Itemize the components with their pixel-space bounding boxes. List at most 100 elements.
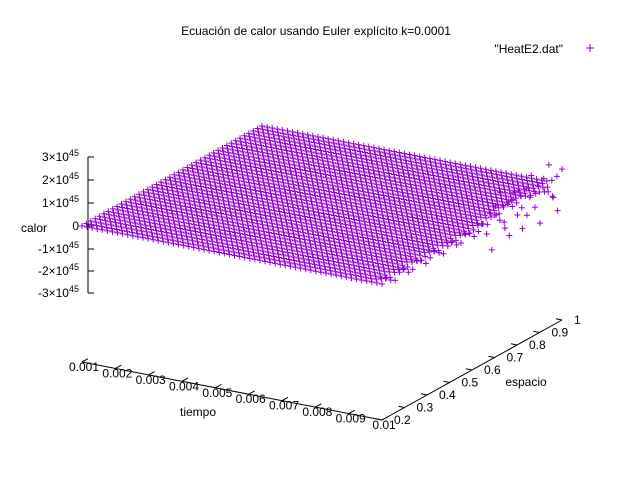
y-tick-label: 0.9 — [552, 326, 569, 340]
data-point — [406, 223, 413, 230]
data-point — [283, 170, 290, 177]
data-point — [280, 252, 287, 259]
data-point — [301, 187, 308, 194]
data-point — [356, 194, 363, 201]
data-point — [492, 168, 499, 175]
data-point — [430, 198, 437, 205]
z-tick-exponent: 45 — [69, 240, 79, 250]
data-point — [251, 134, 258, 141]
data-point — [438, 187, 445, 194]
data-point — [133, 226, 140, 233]
data-point — [265, 180, 272, 187]
data-point — [260, 202, 267, 209]
data-point — [350, 140, 357, 147]
data-point — [355, 214, 362, 221]
data-point — [142, 199, 149, 206]
data-point — [393, 185, 400, 192]
data-point — [470, 199, 477, 206]
data-point — [231, 157, 238, 164]
data-point — [314, 252, 321, 259]
data-point — [292, 146, 299, 153]
data-point — [113, 223, 120, 230]
data-point — [366, 193, 373, 200]
data-point — [470, 176, 477, 183]
data-point — [434, 193, 441, 200]
data-point — [447, 162, 454, 169]
data-point — [504, 201, 511, 208]
data-point — [295, 228, 302, 235]
data-point — [307, 191, 314, 198]
data-point — [399, 163, 406, 170]
data-point — [219, 240, 226, 247]
data-point — [283, 196, 290, 203]
data-point — [277, 189, 284, 196]
data-point — [215, 246, 222, 253]
data-point — [279, 222, 286, 229]
data-point — [260, 152, 267, 159]
data-points — [79, 123, 565, 287]
data-point — [220, 174, 227, 181]
data-point — [449, 196, 456, 203]
data-point — [355, 263, 362, 270]
data-point — [298, 173, 305, 180]
data-point — [372, 174, 379, 181]
data-point — [343, 155, 350, 162]
data-point — [498, 172, 505, 179]
data-point — [509, 203, 516, 210]
data-point — [273, 171, 280, 178]
data-point — [411, 201, 418, 208]
data-point — [335, 137, 342, 144]
data-point — [359, 185, 366, 192]
data-point — [214, 170, 221, 177]
data-point — [332, 196, 339, 203]
data-point — [397, 156, 404, 163]
data-point — [258, 142, 265, 149]
data-point — [332, 170, 339, 176]
data-point — [319, 226, 326, 233]
data-point — [241, 228, 248, 235]
data-point — [440, 174, 447, 181]
data-point — [191, 198, 198, 205]
data-point — [372, 250, 379, 257]
data-point — [387, 203, 394, 210]
data-point — [271, 210, 278, 217]
data-point — [487, 167, 494, 174]
data-point — [388, 161, 395, 168]
data-point — [537, 220, 544, 227]
data-point — [446, 228, 453, 235]
data-point — [210, 195, 217, 202]
y-tick-label: 0.2 — [394, 413, 411, 427]
data-point — [297, 215, 304, 222]
data-point — [396, 221, 403, 228]
data-point — [285, 131, 292, 138]
data-point — [450, 199, 457, 206]
data-point — [280, 206, 287, 213]
data-point — [357, 220, 364, 227]
x-tick-label: 0.008 — [302, 405, 332, 419]
data-point — [266, 210, 273, 217]
data-point — [246, 252, 253, 259]
data-point — [132, 223, 139, 230]
data-point — [425, 197, 432, 204]
data-point — [258, 214, 265, 221]
data-point — [390, 240, 397, 247]
data-point — [433, 212, 440, 219]
data-point — [301, 236, 308, 243]
data-point — [243, 238, 250, 245]
data-point — [292, 241, 299, 248]
data-point — [174, 211, 181, 218]
data-point — [387, 249, 394, 256]
data-point — [230, 150, 237, 157]
data-point — [269, 197, 276, 204]
data-point — [251, 180, 258, 187]
data-point — [173, 185, 180, 192]
data-point — [347, 271, 354, 278]
data-point — [378, 231, 385, 238]
data-point — [316, 163, 323, 170]
data-point — [372, 273, 379, 280]
data-point — [140, 188, 147, 195]
data-point — [122, 198, 129, 205]
data-point — [464, 218, 471, 225]
data-point — [105, 208, 112, 215]
data-point — [414, 166, 421, 173]
